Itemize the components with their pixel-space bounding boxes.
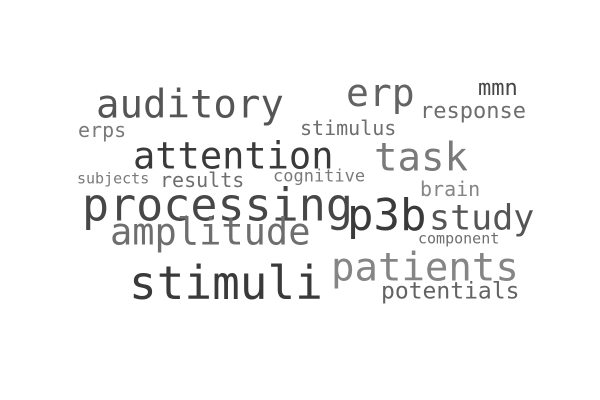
word-cognitive: cognitive [273, 166, 366, 187]
word-stimuli: stimuli [129, 256, 323, 310]
word-results: results [160, 168, 245, 192]
word-p3b: p3b [347, 190, 427, 241]
word-potentials: potentials [381, 278, 520, 305]
word-erp: erp [346, 71, 415, 115]
word-study: study [429, 198, 535, 239]
word-task: task [374, 135, 468, 181]
word-patients: patients [331, 245, 519, 291]
word-component: component [418, 229, 500, 248]
word-stimulus: stimulus [300, 116, 397, 140]
word-erps: erps [78, 118, 127, 142]
word-subjects: subjects [77, 169, 150, 188]
word-processing: processing [82, 178, 353, 232]
word-response: response [420, 99, 526, 124]
word-auditory: auditory [96, 82, 284, 128]
word-mmn: mmn [478, 76, 518, 101]
word-amplitude: amplitude [110, 210, 311, 254]
word-attention: attention [133, 134, 334, 178]
word-brain: brain [420, 177, 481, 201]
